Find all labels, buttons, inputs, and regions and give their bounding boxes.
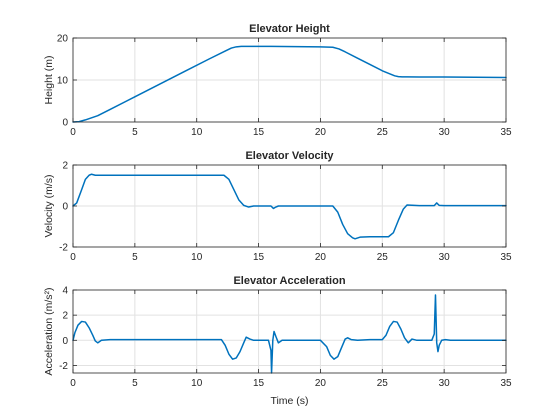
- x-tick-label: 10: [191, 252, 203, 263]
- y-tick-label: 4: [62, 286, 68, 297]
- x-tick-label: 20: [315, 378, 327, 389]
- x-tick-label: 5: [132, 252, 138, 263]
- y-tick-label: 0: [62, 336, 68, 347]
- subplot-1: 0 5 10 15 20 25 30 35 0 10 20 Elevator Height Height…: [43, 23, 512, 138]
- x-tick-label: 30: [439, 378, 451, 389]
- x-tick-label: 20: [315, 127, 327, 138]
- x-tick-label: 25: [377, 378, 389, 389]
- series-line: [72, 45, 507, 123]
- series-line: [72, 294, 507, 374]
- x-tick-label: 25: [377, 127, 389, 138]
- x-tick-label: 5: [132, 127, 138, 138]
- y-tick-label: -2: [59, 361, 68, 372]
- x-tick-label: 0: [70, 127, 76, 138]
- x-tick-label: 30: [439, 252, 451, 263]
- x-tick-label: 20: [315, 252, 327, 263]
- y-axis-label: Acceleration (m/s²): [43, 287, 55, 375]
- x-axis-label: Time (s): [270, 395, 308, 407]
- x-tick-label: 10: [191, 127, 203, 138]
- chart-title: Elevator Acceleration: [233, 275, 345, 287]
- x-tick-label: 5: [132, 378, 138, 389]
- axes-box: [72, 289, 507, 374]
- x-tick-label: 15: [253, 378, 265, 389]
- x-tick-label: 0: [70, 378, 76, 389]
- x-tick-label: 35: [500, 127, 512, 138]
- x-tick-label: 15: [253, 127, 265, 138]
- y-axis-label: Velocity (m/s): [43, 174, 55, 237]
- y-axis-label: Height (m): [43, 55, 55, 104]
- y-tick-label: 20: [57, 34, 69, 45]
- chart-title: Elevator Velocity: [245, 150, 334, 162]
- x-tick-label: 35: [500, 378, 512, 389]
- x-tick-label: 35: [500, 252, 512, 263]
- y-tick-label: 10: [57, 76, 69, 87]
- y-tick-label: -2: [59, 243, 68, 254]
- x-tick-label: 10: [191, 378, 203, 389]
- x-tick-label: 0: [70, 252, 76, 263]
- series-line: [72, 173, 507, 240]
- y-tick-label: 2: [62, 161, 68, 172]
- x-tick-label: 30: [439, 127, 451, 138]
- y-tick-label: 0: [62, 118, 68, 129]
- x-tick-label: 25: [377, 252, 389, 263]
- y-tick-label: 2: [62, 311, 68, 322]
- y-tick-label: 0: [62, 202, 68, 213]
- x-tick-label: 15: [253, 252, 265, 263]
- chart-title: Elevator Height: [249, 23, 330, 35]
